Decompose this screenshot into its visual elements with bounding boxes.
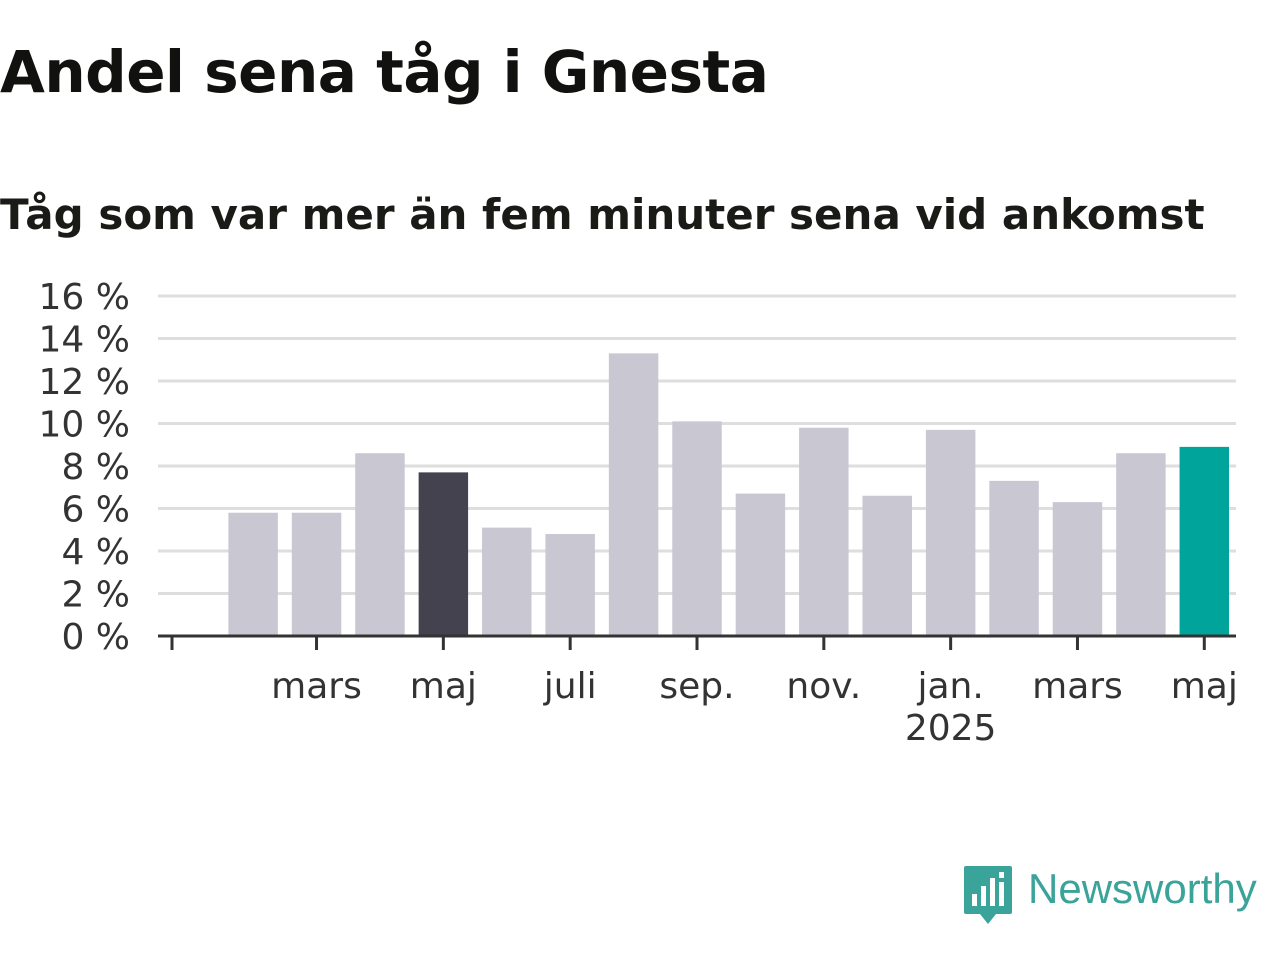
bar-2024-12 bbox=[862, 495, 912, 636]
y-tick-label: 6 % bbox=[61, 490, 130, 531]
y-tick-label: 16 % bbox=[39, 277, 130, 318]
x-tick-label: mars bbox=[271, 666, 362, 707]
newsworthy-logo: Newsworthy bbox=[962, 864, 1257, 928]
bar-2024-05 bbox=[418, 472, 469, 636]
chart-subtitle: Tåg som var mer än fem minuter sena vid … bbox=[0, 190, 1205, 239]
bar-2025-05 bbox=[1179, 446, 1230, 636]
bar-2024-02 bbox=[228, 512, 278, 636]
bar-2024-11 bbox=[799, 427, 849, 636]
x-tick-year-label: 2025 bbox=[905, 708, 997, 749]
y-tick-label: 2 % bbox=[61, 575, 130, 616]
brand-name: Newsworthy bbox=[1028, 865, 1257, 912]
x-tick-label: juli bbox=[543, 666, 597, 707]
bar-2024-06 bbox=[482, 527, 532, 636]
y-tick-label: 4 % bbox=[61, 532, 130, 573]
bar-2024-04 bbox=[355, 453, 405, 636]
bar-chart: 0 %2 %4 %6 %8 %10 %12 %14 %16 % mars maj ju… bbox=[39, 277, 1238, 749]
x-tick-label: nov. bbox=[786, 666, 861, 707]
bar-2025-02 bbox=[989, 480, 1039, 636]
x-tick-label: mars bbox=[1032, 666, 1123, 707]
bar-2024-08 bbox=[608, 353, 659, 636]
x-tick-label: jan. bbox=[916, 666, 983, 707]
y-tick-label: 14 % bbox=[39, 320, 130, 361]
newsworthy-logo-icon bbox=[964, 866, 1012, 924]
bar-2024-07 bbox=[545, 534, 595, 636]
x-tick-label: maj bbox=[1171, 666, 1238, 707]
y-tick-label: 8 % bbox=[61, 447, 130, 488]
y-tick-label: 0 % bbox=[61, 617, 130, 658]
bar-2025-03 bbox=[1052, 502, 1103, 636]
y-tick-label: 10 % bbox=[39, 405, 130, 446]
x-tick-label: sep. bbox=[659, 666, 734, 707]
bar-2024-10 bbox=[735, 493, 786, 636]
y-tick-label: 12 % bbox=[39, 362, 130, 403]
bar-2025-04 bbox=[1116, 453, 1166, 636]
bar-2025-01 bbox=[925, 429, 976, 636]
bar-2024-03 bbox=[291, 512, 342, 636]
x-tick-label: maj bbox=[410, 666, 477, 707]
bar-2024-09 bbox=[672, 421, 722, 636]
chart-title: Andel sena tåg i Gnesta bbox=[0, 38, 769, 106]
